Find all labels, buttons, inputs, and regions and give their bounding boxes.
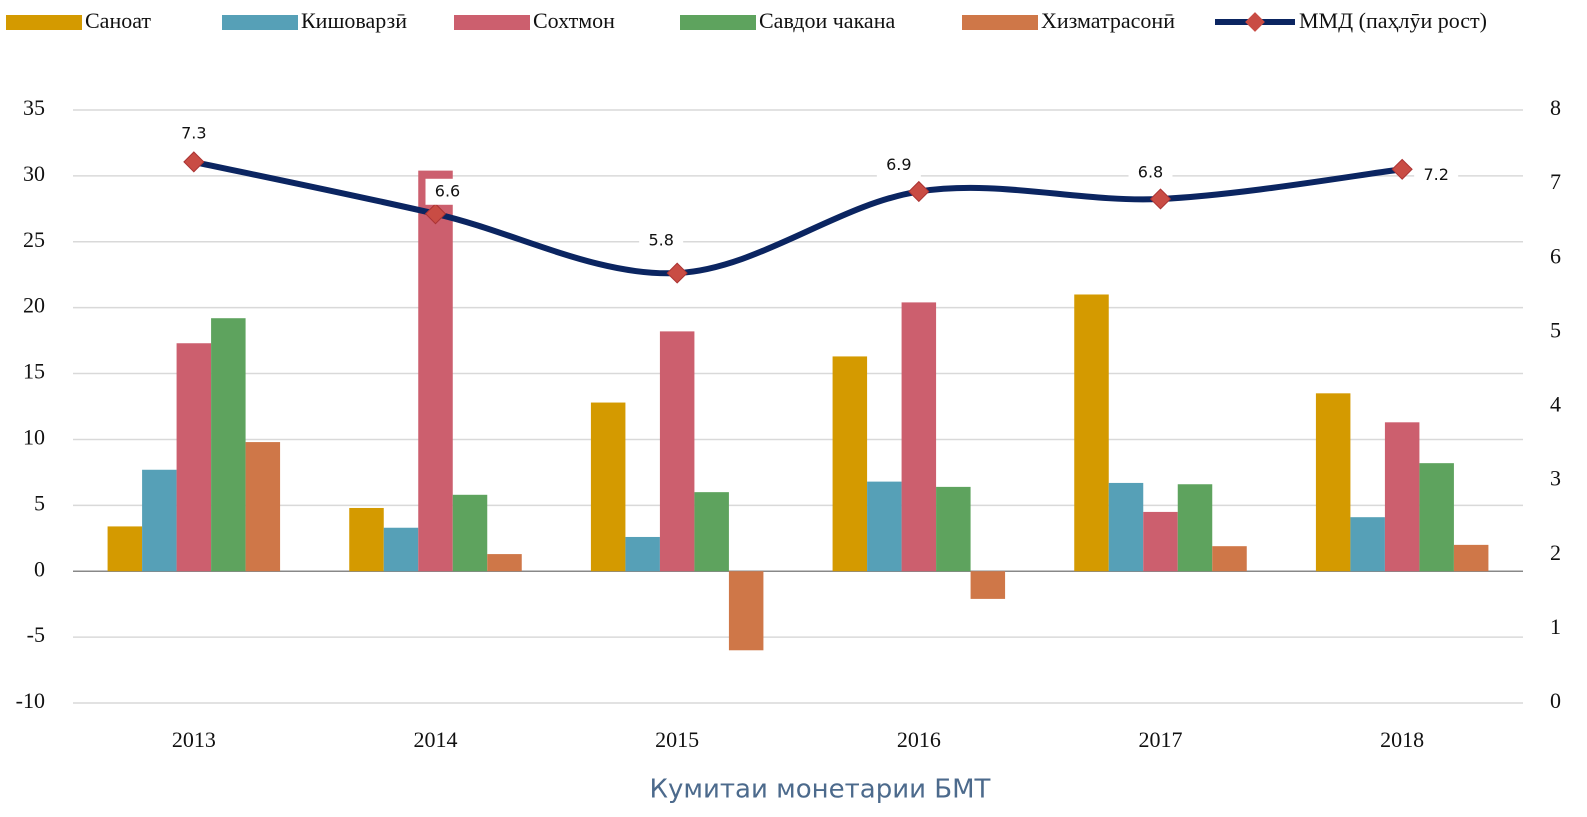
bar bbox=[1108, 482, 1144, 572]
y-tick-label: 10 bbox=[23, 424, 45, 449]
data-label: 6.9 bbox=[886, 155, 911, 174]
bar bbox=[1212, 546, 1247, 572]
bar bbox=[1384, 422, 1420, 572]
bar bbox=[211, 318, 246, 572]
bar bbox=[1350, 517, 1385, 572]
data-label: 6.6 bbox=[435, 181, 460, 200]
legend-swatch bbox=[222, 15, 298, 30]
data-label: 7.2 bbox=[1423, 165, 1448, 184]
bar bbox=[142, 469, 177, 572]
bar bbox=[418, 170, 453, 572]
legend-label: Хизматрасонӣ bbox=[1041, 8, 1175, 33]
y2-tick-label: 4 bbox=[1550, 392, 1561, 417]
y-tick-label: 5 bbox=[34, 490, 45, 515]
label-bg bbox=[1128, 159, 1173, 186]
y-tick-label: 15 bbox=[23, 359, 45, 384]
label-bg bbox=[876, 152, 921, 179]
legend-swatch bbox=[962, 15, 1038, 30]
label-bg bbox=[171, 120, 216, 147]
bar bbox=[901, 302, 937, 572]
x-tick-label: 2014 bbox=[414, 727, 458, 752]
line bbox=[193, 158, 1403, 277]
y2-tick-label: 8 bbox=[1550, 95, 1561, 120]
bar bbox=[867, 481, 902, 572]
legend-swatch bbox=[680, 15, 756, 30]
marker bbox=[1149, 188, 1172, 210]
y2-tick-label: 6 bbox=[1550, 243, 1561, 268]
bar bbox=[1419, 463, 1454, 572]
x-tick-label: 2013 bbox=[172, 727, 216, 752]
bar bbox=[936, 486, 971, 572]
legend-label: Сохтмон bbox=[533, 8, 615, 33]
bar bbox=[694, 492, 729, 572]
bar bbox=[107, 526, 143, 572]
y-tick-label: 0 bbox=[34, 556, 45, 581]
y-tick-label: -10 bbox=[16, 688, 45, 713]
y2-tick-label: 5 bbox=[1550, 317, 1561, 342]
bar bbox=[452, 494, 488, 572]
bar bbox=[659, 331, 695, 572]
bar bbox=[832, 356, 868, 572]
data-label: 6.8 bbox=[1138, 162, 1163, 181]
legend-label: Саноат bbox=[85, 8, 151, 33]
legend-label: ММД (паҳлӯи рост) bbox=[1299, 8, 1487, 33]
bar bbox=[1315, 393, 1351, 572]
y2-tick-label: 7 bbox=[1550, 169, 1561, 194]
y-tick-label: 35 bbox=[23, 95, 45, 120]
marker bbox=[183, 151, 205, 173]
y2-tick-label: 1 bbox=[1550, 614, 1561, 639]
x-tick-label: 2016 bbox=[897, 727, 941, 752]
bar bbox=[349, 507, 384, 572]
y2-tick-label: 0 bbox=[1550, 688, 1561, 713]
y-tick-label: 30 bbox=[23, 161, 45, 186]
y2-tick-label: 2 bbox=[1550, 540, 1561, 565]
legend-swatch bbox=[454, 15, 530, 30]
bar bbox=[970, 571, 1006, 599]
x-tick-label: 2018 bbox=[1380, 727, 1424, 752]
bar bbox=[176, 343, 212, 572]
legend-label: Кишоварзӣ bbox=[301, 8, 407, 33]
legend-label: Савдои чакана bbox=[759, 8, 895, 33]
label-bg bbox=[425, 178, 470, 205]
bar bbox=[383, 527, 419, 572]
y-tick-label: 25 bbox=[23, 227, 45, 252]
bar bbox=[625, 536, 660, 572]
y2-tick-label: 3 bbox=[1550, 466, 1561, 491]
label-bg bbox=[1414, 162, 1459, 189]
x-tick-label: 2015 bbox=[655, 727, 699, 752]
source: Кумитаи монетарии БМТ bbox=[650, 775, 991, 805]
bar bbox=[1177, 484, 1213, 572]
bar bbox=[1143, 511, 1178, 572]
x-tick-label: 2017 bbox=[1139, 727, 1183, 752]
y-tick-label: -5 bbox=[27, 622, 45, 647]
bar bbox=[1453, 544, 1489, 572]
marker bbox=[424, 203, 447, 225]
legend-marker bbox=[1245, 12, 1265, 32]
marker bbox=[908, 180, 930, 203]
legend-swatch bbox=[6, 15, 82, 30]
bar bbox=[245, 442, 281, 572]
label-bg bbox=[639, 228, 684, 255]
data-label: 5.8 bbox=[648, 231, 673, 250]
bar bbox=[728, 571, 764, 651]
marker bbox=[666, 262, 688, 284]
data-label: 7.3 bbox=[181, 123, 206, 142]
y-tick-label: 20 bbox=[23, 293, 45, 318]
marker bbox=[1391, 158, 1413, 180]
bar bbox=[590, 402, 626, 572]
bar bbox=[487, 554, 522, 572]
bar bbox=[1074, 294, 1109, 572]
